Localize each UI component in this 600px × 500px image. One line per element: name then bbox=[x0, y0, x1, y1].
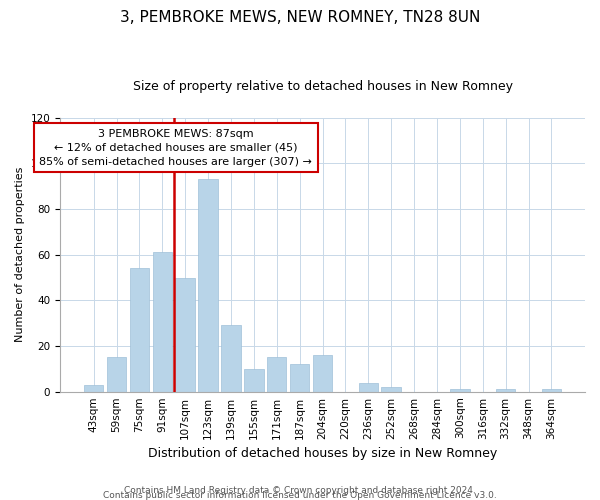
Bar bbox=[107, 358, 126, 392]
Bar bbox=[244, 369, 263, 392]
Text: Contains HM Land Registry data © Crown copyright and database right 2024.: Contains HM Land Registry data © Crown c… bbox=[124, 486, 476, 495]
Bar bbox=[359, 382, 378, 392]
Y-axis label: Number of detached properties: Number of detached properties bbox=[15, 167, 25, 342]
Text: 3 PEMBROKE MEWS: 87sqm
← 12% of detached houses are smaller (45)
85% of semi-det: 3 PEMBROKE MEWS: 87sqm ← 12% of detached… bbox=[39, 128, 312, 166]
X-axis label: Distribution of detached houses by size in New Romney: Distribution of detached houses by size … bbox=[148, 447, 497, 460]
Bar bbox=[542, 390, 561, 392]
Text: 3, PEMBROKE MEWS, NEW ROMNEY, TN28 8UN: 3, PEMBROKE MEWS, NEW ROMNEY, TN28 8UN bbox=[120, 10, 480, 25]
Text: Contains public sector information licensed under the Open Government Licence v3: Contains public sector information licen… bbox=[103, 490, 497, 500]
Bar bbox=[152, 252, 172, 392]
Bar bbox=[496, 390, 515, 392]
Bar bbox=[267, 358, 286, 392]
Bar bbox=[130, 268, 149, 392]
Bar bbox=[175, 278, 195, 392]
Bar bbox=[221, 326, 241, 392]
Bar bbox=[84, 385, 103, 392]
Bar bbox=[290, 364, 310, 392]
Bar bbox=[382, 387, 401, 392]
Title: Size of property relative to detached houses in New Romney: Size of property relative to detached ho… bbox=[133, 80, 512, 93]
Bar bbox=[450, 390, 470, 392]
Bar bbox=[313, 355, 332, 392]
Bar bbox=[199, 180, 218, 392]
